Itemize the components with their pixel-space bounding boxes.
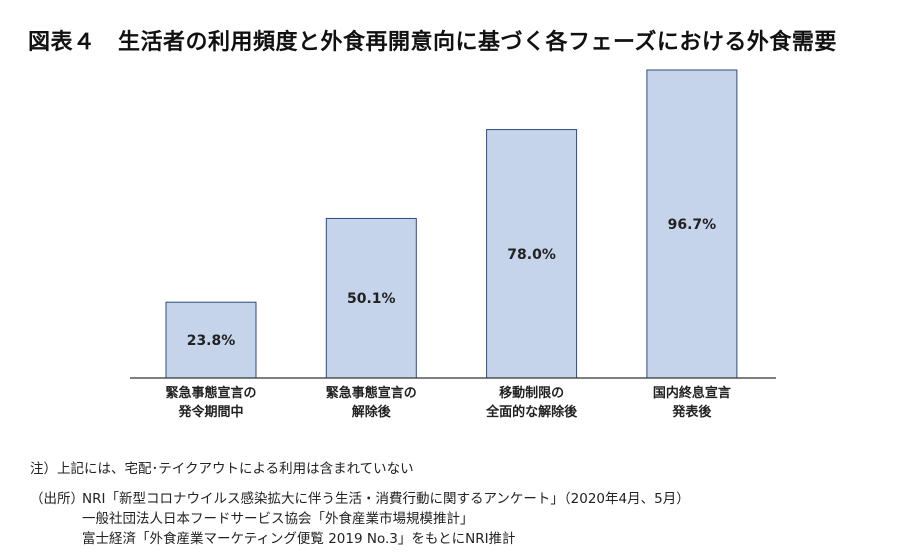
chart-title: 図表４ 生活者の利用頻度と外食再開意向に基づく各フェーズにおける外食需要 xyxy=(28,30,837,55)
data-label: 78.0% xyxy=(507,247,556,263)
bar xyxy=(165,301,257,379)
data-label: 50.1% xyxy=(347,291,396,307)
category-label: 発表後 xyxy=(671,404,712,420)
bar xyxy=(646,69,738,379)
bar xyxy=(486,129,578,379)
source-1: NRI「新型コロナウイルス感染拡大に伴う生活・消費行動に関するアンケート」（20… xyxy=(82,491,690,507)
data-label: 96.7% xyxy=(668,217,717,233)
category-label: 国内終息宣言 xyxy=(653,385,731,401)
category-label: 全面的な解除後 xyxy=(485,404,578,420)
data-label: 23.8% xyxy=(187,333,236,349)
category-label: 緊急事態宣言の xyxy=(326,385,417,401)
bar xyxy=(325,217,417,379)
note: 注）上記には、宅配･テイクアウトによる利用は含まれていない xyxy=(30,461,414,477)
category-label: 緊急事態宣言の xyxy=(165,385,256,401)
category-label: 解除後 xyxy=(351,404,392,420)
category-label: 発令期間中 xyxy=(177,404,243,420)
source-label: （出所） xyxy=(30,491,84,507)
bar-chart: 23.8%緊急事態宣言の発令期間中50.1%緊急事態宣言の解除後78.0%移動制… xyxy=(130,69,776,420)
source-2: 一般社団法人日本フードサービス協会「外食産業市場規模推計」 xyxy=(82,511,474,527)
category-label: 移動制限の xyxy=(499,385,564,401)
source-3: 富士経済「外食産業マーケティング便覧 2019 No.3」をもとにNRI推計 xyxy=(82,531,516,547)
